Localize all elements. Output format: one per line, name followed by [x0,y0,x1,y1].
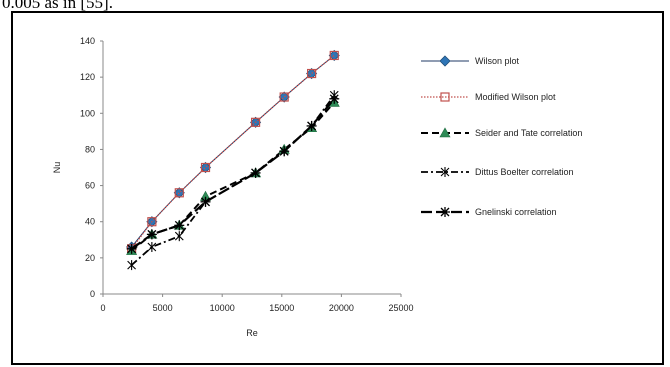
series-line [131,94,335,266]
y-tick-label: 60 [85,181,95,191]
series-0-point [199,161,212,174]
x-tick-label: 5000 [153,303,173,313]
y-axis-title: Nu [52,162,62,174]
series-0 [126,49,340,253]
series-line [130,101,335,252]
series-3-point [147,242,157,253]
x-tick-label: 20000 [329,303,354,313]
series-line [131,55,335,248]
y-tick-label: 0 [90,289,95,299]
figure-frame [11,11,664,365]
x-tick-label: 15000 [269,303,294,313]
series-3-point [127,260,136,271]
series-1-point [200,162,211,173]
series-4-point [279,146,290,157]
y-tick-label: 80 [85,144,95,154]
series-1-point [147,217,157,227]
cropped-caption-text: 0.005 as in [55]. [2,0,113,12]
series-1-point [174,188,184,198]
y-tick-label: 120 [80,72,95,82]
legend-label: Wilson plot [475,56,520,66]
series-3-point [174,231,184,242]
y-tick-label: 20 [85,253,95,263]
series-1-point [307,68,317,79]
legend-entry: Dittus Boelter correlation [421,167,574,177]
series-1-point [250,117,261,127]
series-line [130,98,336,250]
series-1-point [329,50,339,61]
legend-label: Gnelinski correlation [475,207,557,217]
legend-entry: Gnelinski correlation [421,207,557,217]
legend-entry: Modified Wilson plot [421,92,556,102]
y-tick-label: 140 [80,36,95,46]
x-tick-label: 0 [100,303,105,313]
series-1 [127,50,339,254]
legend-label: Modified Wilson plot [475,92,556,102]
series-line [131,54,335,250]
legend-2-point [439,127,451,138]
series-4-point [329,93,340,104]
series-4-point [126,243,137,254]
y-tick-label: 100 [80,108,95,118]
x-axis-title: Re [246,328,258,338]
legend-entry: Wilson plot [421,55,520,67]
legend: Wilson plot Modified Wilson plot Seider an… [421,55,582,217]
series-3 [127,90,339,271]
legend-4-point [440,207,450,217]
legend-entry: Seider and Tate correlation [421,127,582,138]
axes [102,41,401,295]
series-4-point [250,167,261,178]
x-tick-label: 25000 [388,303,413,313]
series-4 [126,93,340,254]
series-4-point [146,229,157,240]
legend-1-point [440,92,450,102]
series-4-point [174,220,185,231]
legend-0-point [439,55,451,67]
legend-label: Seider and Tate correlation [475,128,582,138]
x-tick-label: 10000 [210,303,235,313]
series-1-point [279,92,289,102]
series [126,49,340,271]
legend-3-point [440,167,450,177]
legend-label: Dittus Boelter correlation [475,167,574,177]
tick-labels: 0 20 40 60 80 100 120 140 0 5000 10000 15000 20000 25… [80,36,414,313]
series-4-point [200,196,211,207]
series-4-point [306,120,317,131]
y-tick-label: 40 [85,217,95,227]
